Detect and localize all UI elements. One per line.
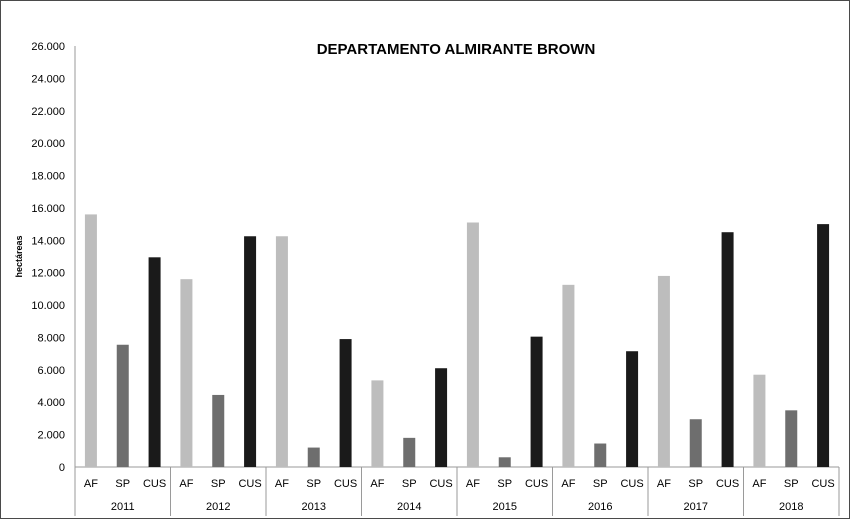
y-tick-label: 24.000 (31, 73, 65, 85)
category-label: CUS (334, 478, 357, 490)
y-tick-label: 2.000 (37, 430, 65, 442)
group-label: 2018 (779, 501, 803, 513)
bar-2015-sp (498, 457, 511, 467)
bar-2017-af (657, 275, 670, 467)
y-tick-label: 16.000 (31, 203, 65, 215)
group-label: 2017 (684, 501, 708, 513)
bar-2013-sp (307, 447, 320, 467)
y-tick-label: 0 (59, 462, 65, 474)
bars (84, 214, 830, 467)
category-label: SP (115, 478, 130, 490)
group-label: 2016 (588, 501, 612, 513)
category-label: CUS (620, 478, 643, 490)
bar-2014-cus (435, 368, 448, 467)
bar-2011-sp (116, 344, 129, 467)
category-label: SP (211, 478, 226, 490)
category-label: SP (402, 478, 417, 490)
bar-2017-cus (721, 232, 734, 467)
bar-2016-cus (626, 351, 639, 467)
category-label: AF (752, 478, 766, 490)
y-tick-label: 18.000 (31, 171, 65, 183)
y-tick-label: 26.000 (31, 41, 65, 53)
group-label: 2011 (111, 501, 135, 513)
category-label: AF (84, 478, 98, 490)
bar-2014-sp (403, 437, 416, 467)
bar-2013-cus (339, 339, 352, 467)
bar-2013-af (275, 236, 288, 467)
category-label: AF (657, 478, 671, 490)
category-label: CUS (716, 478, 739, 490)
bar-2015-cus (530, 336, 543, 467)
group-label: 2015 (493, 501, 517, 513)
category-label: SP (784, 478, 799, 490)
y-tick-label: 14.000 (31, 235, 65, 247)
category-label: SP (306, 478, 321, 490)
y-tick-label: 8.000 (37, 332, 65, 344)
y-tick-label: 20.000 (31, 138, 65, 150)
bar-2017-sp (689, 419, 702, 467)
y-tick-label: 10.000 (31, 300, 65, 312)
category-label: AF (370, 478, 384, 490)
category-label: SP (688, 478, 703, 490)
category-label: CUS (429, 478, 452, 490)
category-label: SP (497, 478, 512, 490)
bar-2016-af (562, 284, 575, 467)
bar-2015-af (466, 222, 479, 467)
category-label: CUS (811, 478, 834, 490)
category-label: SP (593, 478, 608, 490)
y-axis-ticks: 0 2.000 4.000 6.000 8.000 10.000 12.000 14.000 1… (31, 41, 65, 474)
bar-2018-cus (817, 224, 830, 467)
category-label: AF (179, 478, 193, 490)
y-tick-label: 22.000 (31, 106, 65, 118)
bar-2018-sp (785, 410, 798, 467)
axes (74, 46, 840, 516)
category-label: AF (275, 478, 289, 490)
bar-2012-sp (212, 394, 225, 467)
bar-2018-af (753, 374, 766, 467)
group-label: 2013 (302, 501, 326, 513)
bar-2014-af (371, 380, 384, 467)
category-label: CUS (238, 478, 261, 490)
chart-title: DEPARTAMENTO ALMIRANTE BROWN (317, 41, 596, 58)
category-label: CUS (143, 478, 166, 490)
category-label: AF (561, 478, 575, 490)
bar-2012-af (180, 279, 193, 467)
y-axis-label: hectáreas (14, 235, 24, 277)
bar-2011-cus (148, 257, 161, 467)
group-label: 2012 (206, 501, 230, 513)
group-label: 2014 (397, 501, 421, 513)
x-axis-group-labels: 2011 2012 2013 2014 2015 2016 2017 2018 (111, 501, 804, 513)
y-tick-label: 6.000 (37, 365, 65, 377)
y-tick-label: 4.000 (37, 397, 65, 409)
bar-2016-sp (594, 443, 607, 467)
category-label: AF (466, 478, 480, 490)
bar-2012-cus (244, 236, 257, 467)
x-axis-category-labels: AF SP CUS AF SP CUS AF SP CUS AF SP CUS AF SP CUS AF SP C… (84, 478, 835, 490)
category-label: CUS (525, 478, 548, 490)
y-tick-label: 12.000 (31, 268, 65, 280)
bar-2011-af (84, 214, 97, 467)
